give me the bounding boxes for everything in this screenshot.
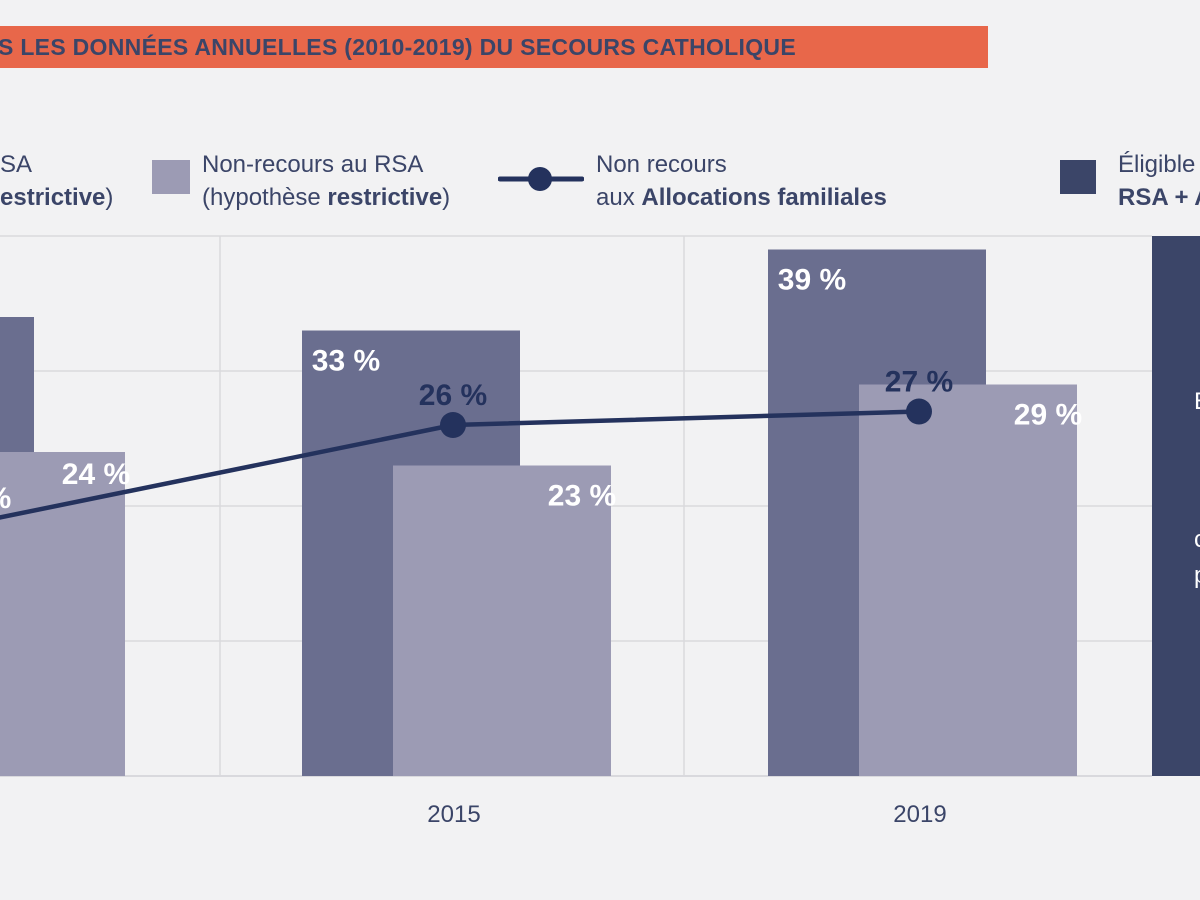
legend-item-allocations-bold: Allocations familiales <box>641 184 887 211</box>
data-label-dark-bar: 33 % <box>312 345 380 378</box>
x-tick-label: 2019 <box>893 801 946 828</box>
side-panel-fragment-3: p <box>1194 562 1200 590</box>
data-label-line: 26 % <box>419 379 487 412</box>
line-series-point <box>440 412 466 438</box>
legend-swatch-line <box>498 167 584 191</box>
legend-item-allocations-line1: Non recours <box>596 151 727 178</box>
data-label-dark-bar: 39 % <box>778 264 846 297</box>
side-panel: E c p <box>1152 236 1200 776</box>
chart-line-series <box>0 398 932 520</box>
chart-title-banner: S LES DONNÉES ANNUELLES (2010-2019) DU S… <box>0 26 988 68</box>
chart-data-labels: 24 % 33 % 23 % 26 % 39 % 29 % 27 %% <box>0 264 1082 516</box>
legend-item-dark-bar: SA estrictive) <box>0 148 113 214</box>
legend-item-rsa-end: ) <box>442 184 451 211</box>
legend-item-eligible: Éligible RSA + A <box>1118 148 1200 214</box>
legend-swatch-rsa-restrictive <box>152 160 190 194</box>
legend-item-allocations-line2: aux Allocations familiales <box>596 181 887 214</box>
side-panel-fragment-1: E <box>1194 388 1200 416</box>
chart-title: S LES DONNÉES ANNUELLES (2010-2019) DU S… <box>0 34 796 60</box>
chart-x-tick-labels: 2015 2019 <box>427 801 946 828</box>
legend-item-eligible-bold: RSA + A <box>1118 184 1200 211</box>
legend-item-eligible-line1: Éligible <box>1118 151 1196 178</box>
legend-item-dark-bar-end: ) <box>105 184 114 211</box>
x-tick-label: 2015 <box>427 801 480 828</box>
bar-series-light <box>859 384 1077 776</box>
data-label-light-bar: 24 % <box>62 458 130 491</box>
side-panel-fragment-2: c <box>1194 526 1200 553</box>
data-label-partial: % <box>0 482 11 515</box>
chart-bars <box>0 249 1077 776</box>
legend-item-eligible-line2: RSA + A <box>1118 181 1200 214</box>
legend-item-rsa-start: (hypothèse <box>202 184 328 211</box>
data-label-light-bar: 23 % <box>548 480 616 513</box>
legend-swatch-eligible <box>1060 160 1096 194</box>
legend-item-rsa-restrictive: Non-recours au RSA (hypothèse restrictiv… <box>202 148 450 214</box>
legend-item-dark-bar-line1: SA <box>0 151 33 178</box>
legend-item-allocations-start: aux <box>596 184 642 211</box>
bar-series-light <box>393 465 611 776</box>
legend-item-rsa-line1: Non-recours au RSA <box>202 151 424 178</box>
legend-item-dark-bar-bold: estrictive <box>0 184 106 211</box>
data-label-line: 27 % <box>885 366 953 399</box>
bar-series-light <box>0 452 125 776</box>
legend-item-dark-bar-line2: estrictive) <box>0 181 113 214</box>
data-label-light-bar: 29 % <box>1014 399 1082 432</box>
legend-item-rsa-line2: (hypothèse restrictive) <box>202 181 450 214</box>
line-series-point <box>906 398 932 425</box>
legend-item-rsa-bold: restrictive <box>327 184 443 211</box>
legend-item-allocations: Non recours aux Allocations familiales <box>596 148 887 214</box>
